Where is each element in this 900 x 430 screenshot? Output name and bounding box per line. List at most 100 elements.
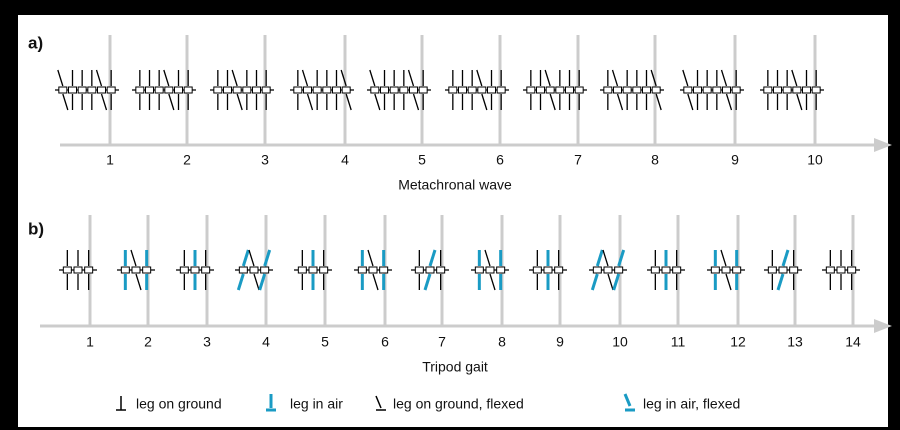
leg bbox=[720, 249, 727, 267]
joint bbox=[642, 86, 651, 94]
legend-text: leg in air, flexed bbox=[643, 396, 740, 412]
joint bbox=[592, 266, 602, 274]
joint bbox=[370, 86, 380, 94]
leg bbox=[374, 93, 381, 111]
legend-text: leg in air bbox=[290, 396, 343, 412]
leg bbox=[236, 273, 245, 291]
leg bbox=[655, 93, 662, 111]
joint bbox=[252, 86, 261, 94]
leg bbox=[616, 93, 624, 111]
joint bbox=[555, 86, 565, 94]
leg bbox=[796, 93, 803, 111]
joint bbox=[767, 266, 777, 274]
joint bbox=[603, 86, 613, 94]
joint bbox=[782, 86, 792, 94]
joint bbox=[62, 266, 72, 274]
arrow-head bbox=[874, 138, 892, 152]
leg bbox=[484, 249, 491, 267]
joint bbox=[409, 86, 418, 94]
joint bbox=[106, 86, 116, 94]
step-label: 5 bbox=[418, 152, 426, 168]
caption: Tripod gait bbox=[422, 359, 488, 375]
joint bbox=[825, 266, 835, 274]
leg bbox=[263, 249, 272, 267]
joint bbox=[232, 86, 242, 94]
joint bbox=[303, 86, 312, 94]
joint bbox=[721, 266, 731, 274]
leg bbox=[372, 273, 379, 291]
joint bbox=[712, 86, 722, 94]
leg bbox=[231, 69, 238, 87]
joint bbox=[543, 266, 553, 274]
leg bbox=[682, 69, 689, 87]
step-label: 3 bbox=[203, 334, 211, 350]
leg bbox=[725, 273, 732, 291]
leg bbox=[423, 273, 432, 291]
joint bbox=[458, 86, 467, 94]
joint bbox=[496, 86, 506, 94]
joint bbox=[399, 86, 409, 94]
legend-icon bbox=[375, 395, 386, 411]
leg bbox=[57, 69, 64, 87]
joint bbox=[763, 86, 773, 94]
leg bbox=[241, 249, 250, 267]
joint bbox=[574, 86, 584, 94]
joint bbox=[693, 86, 702, 94]
joint bbox=[97, 86, 106, 94]
legend bbox=[116, 393, 635, 412]
leg bbox=[236, 93, 243, 111]
joint bbox=[614, 266, 624, 274]
step-label: 1 bbox=[106, 152, 114, 168]
joint bbox=[802, 86, 811, 94]
joint bbox=[778, 266, 788, 274]
joint bbox=[179, 266, 189, 274]
joint bbox=[312, 86, 322, 94]
step-label: 4 bbox=[262, 334, 270, 350]
joint bbox=[425, 266, 435, 274]
joint bbox=[622, 86, 632, 94]
joint bbox=[536, 86, 545, 94]
joint bbox=[238, 266, 248, 274]
leg bbox=[258, 273, 267, 291]
joint bbox=[448, 86, 458, 94]
leg bbox=[248, 249, 255, 267]
joint bbox=[183, 86, 193, 94]
joint bbox=[836, 266, 846, 274]
leg bbox=[781, 249, 790, 267]
joint bbox=[603, 266, 613, 274]
joint bbox=[380, 86, 389, 94]
leg bbox=[345, 93, 352, 111]
joint bbox=[322, 86, 332, 94]
joint bbox=[87, 86, 97, 94]
legend-text: leg on ground, flexed bbox=[393, 396, 524, 412]
joint bbox=[297, 266, 307, 274]
leg bbox=[602, 249, 609, 267]
joint bbox=[710, 266, 720, 274]
leg bbox=[481, 93, 488, 111]
joint bbox=[485, 266, 495, 274]
step-label: 5 bbox=[321, 334, 329, 350]
panel-label: a) bbox=[28, 33, 43, 52]
caption: Metachronal wave bbox=[398, 177, 512, 193]
joint bbox=[477, 86, 487, 94]
joint bbox=[135, 86, 145, 94]
leg bbox=[590, 273, 599, 291]
joint bbox=[84, 266, 94, 274]
joint bbox=[414, 266, 424, 274]
joint bbox=[68, 86, 77, 94]
joint bbox=[293, 86, 303, 94]
legend-text: leg on ground bbox=[136, 396, 222, 412]
joint bbox=[651, 86, 661, 94]
leg bbox=[776, 273, 785, 291]
leg bbox=[168, 93, 175, 111]
joint bbox=[308, 266, 318, 274]
step-label: 7 bbox=[574, 152, 582, 168]
arrow-head bbox=[874, 319, 892, 333]
joint bbox=[672, 266, 682, 274]
joint bbox=[201, 266, 211, 274]
joint bbox=[731, 86, 741, 94]
leg bbox=[95, 69, 103, 87]
leg bbox=[791, 69, 798, 87]
